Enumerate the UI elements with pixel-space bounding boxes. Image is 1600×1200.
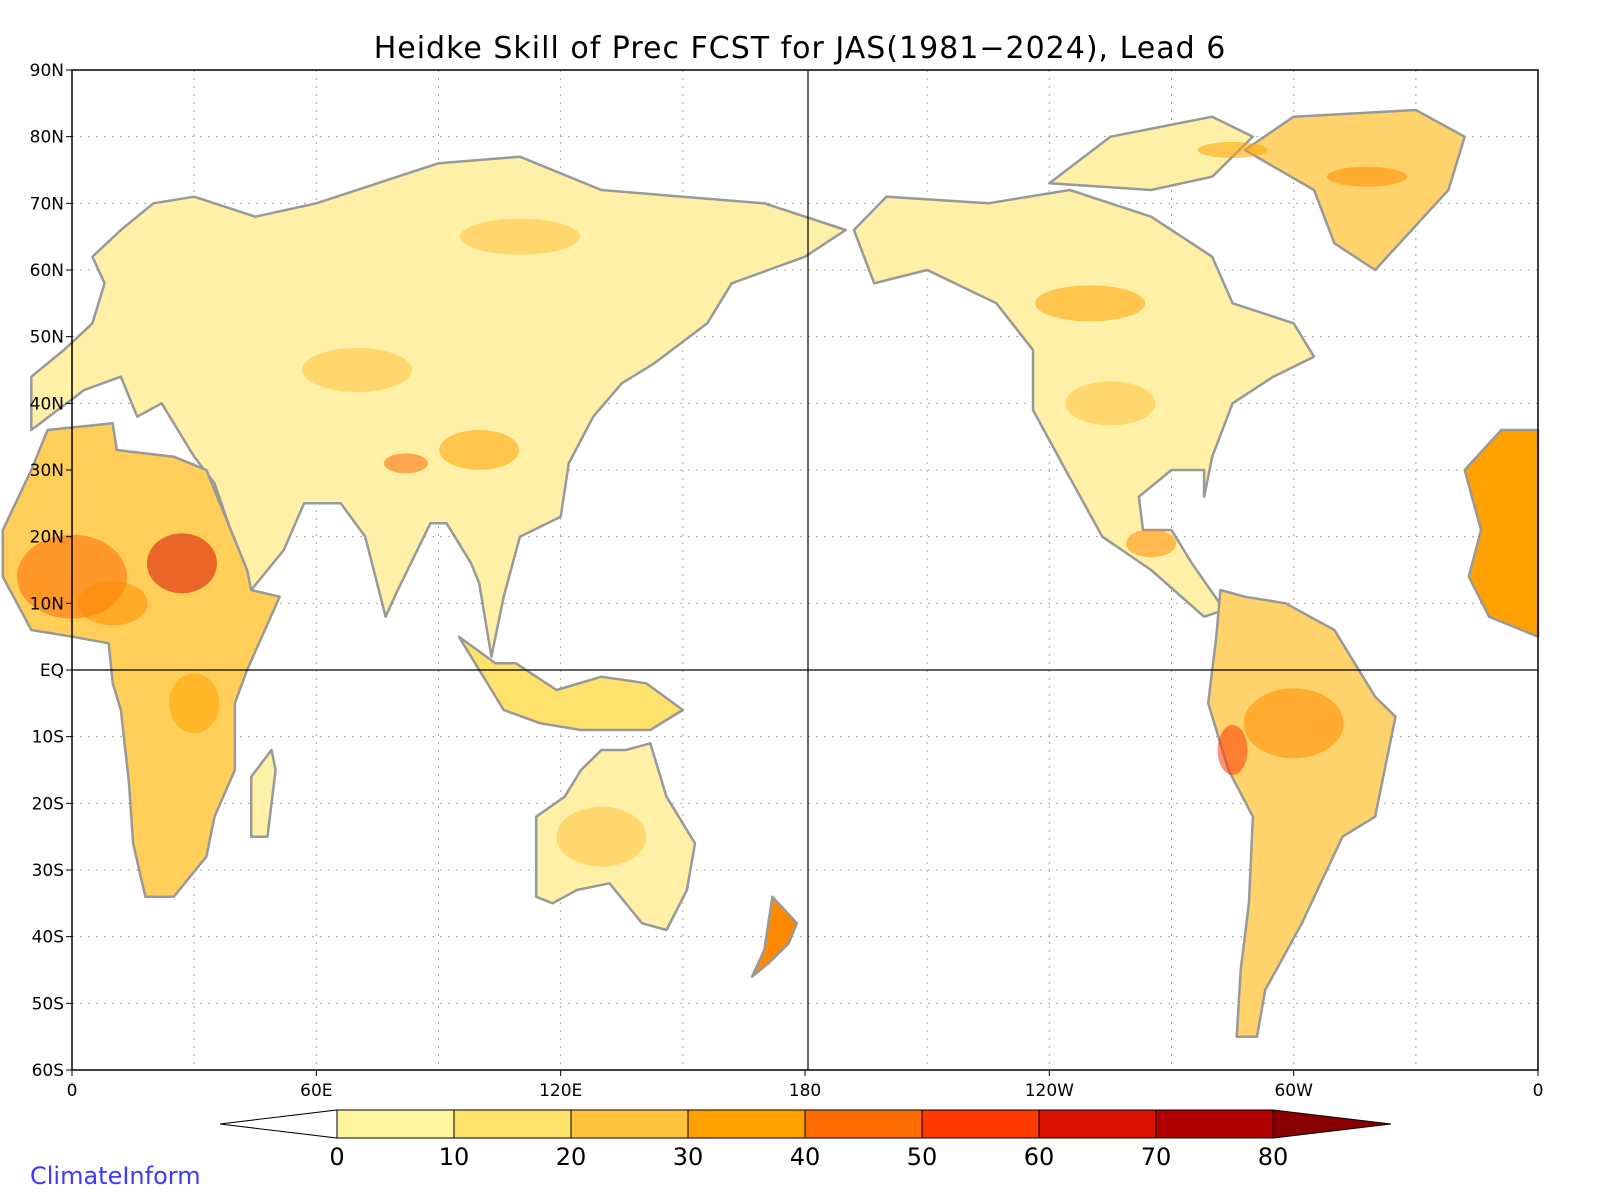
colorbar-segment: [1155, 1109, 1274, 1139]
skill-patch-australia: [556, 806, 647, 867]
new-zealand-landmass: [750, 895, 799, 978]
colorbar-level-label: 30: [673, 1143, 704, 1171]
lon-tick-label: 60W: [1274, 1081, 1313, 1101]
colorbar-segment: [570, 1109, 689, 1139]
colorbar-level-label: 0: [329, 1143, 344, 1171]
skill-patch-amazon: [1243, 688, 1344, 759]
lon-tick-label: 60E: [300, 1081, 332, 1101]
lat-tick-label: 90N: [30, 61, 64, 81]
land-skill-field: [1, 108, 1540, 1038]
colorbar-level-label: 50: [907, 1143, 938, 1171]
lat-tick-label: 60N: [30, 261, 64, 281]
skill-patch-usa: [1065, 381, 1156, 426]
lat-tick-label: 30N: [30, 461, 64, 481]
colorbar-segment: [1038, 1109, 1157, 1139]
colorbar-level-label: 70: [1141, 1143, 1172, 1171]
lon-tick-label: 120W: [1025, 1081, 1074, 1101]
lat-tick-label: 40N: [30, 394, 64, 414]
skill-patch-andes: [1217, 725, 1248, 775]
lat-tick-label: 50S: [32, 994, 64, 1014]
lon-tick-label: 180: [789, 1081, 821, 1101]
indonesia-landmass: [457, 635, 685, 732]
map-title: Heidke Skill of Prec FCST for JAS(1981−2…: [374, 31, 1227, 66]
colorbar-segment: [804, 1109, 923, 1139]
lat-tick-label: 20N: [30, 528, 64, 548]
skill-patch-west-africa: [77, 581, 148, 626]
colorbar-upper-arrow: [1272, 1109, 1392, 1139]
colorbar-level-label: 60: [1024, 1143, 1055, 1171]
credit-label: ClimateInform: [30, 1162, 201, 1190]
lat-tick-label: 10N: [30, 594, 64, 614]
lon-tick-label: 0: [1533, 1081, 1544, 1101]
latitude-tick-labels: 90N 80N 70N 60N 50N 40N 30N 20N 10N EQ 10S 20S 30S 40…: [30, 61, 72, 1081]
skill-patch-siberia: [459, 218, 580, 255]
lat-tick-label: EQ: [40, 661, 64, 681]
lat-tick-label: 70N: [30, 194, 64, 214]
colorbar-level-label: 80: [1258, 1143, 1289, 1171]
lat-tick-label: 60S: [32, 1061, 64, 1081]
colorbar: 0 10 20 30 40 50 60 70 80: [219, 1109, 1392, 1171]
skill-patch-arctic: [1197, 142, 1268, 158]
lat-tick-label: 40S: [32, 928, 64, 948]
lat-tick-label: 10S: [32, 728, 64, 748]
west-africa-edge-landmass: [1463, 428, 1540, 638]
lat-tick-label: 20S: [32, 794, 64, 814]
skill-patch-mexico: [1126, 529, 1177, 558]
greenland-landmass: [1243, 108, 1466, 272]
colorbar-lower-arrow: [219, 1109, 338, 1139]
lon-tick-label: 120E: [539, 1081, 582, 1101]
skill-patch-china: [439, 430, 520, 470]
colorbar-level-label: 10: [439, 1143, 470, 1171]
lat-tick-label: 30S: [32, 861, 64, 881]
arctic-islands-landmass: [1048, 115, 1255, 192]
skill-patch-east-africa: [169, 673, 220, 734]
colorbar-segment: [336, 1109, 455, 1139]
skill-patch-central-asia: [302, 348, 413, 392]
madagascar-landmass: [249, 748, 277, 838]
lat-tick-label: 50N: [30, 328, 64, 348]
colorbar-segment: [687, 1109, 806, 1139]
colorbar-level-label: 40: [790, 1143, 821, 1171]
lat-tick-label: 80N: [30, 128, 64, 148]
longitude-tick-labels: 0 60E 120E 180 120W 60W 0: [67, 1070, 1544, 1101]
map-area: [1, 69, 1540, 1071]
skill-patch-greenland: [1326, 166, 1407, 187]
colorbar-level-label: 20: [556, 1143, 587, 1171]
colorbar-segment: [453, 1109, 572, 1139]
lon-tick-label: 0: [67, 1081, 78, 1101]
colorbar-segment: [921, 1109, 1040, 1139]
skill-patch-canada: [1035, 285, 1146, 322]
skill-patch-sudan: [146, 533, 217, 594]
skill-patch-himalaya: [383, 453, 428, 474]
